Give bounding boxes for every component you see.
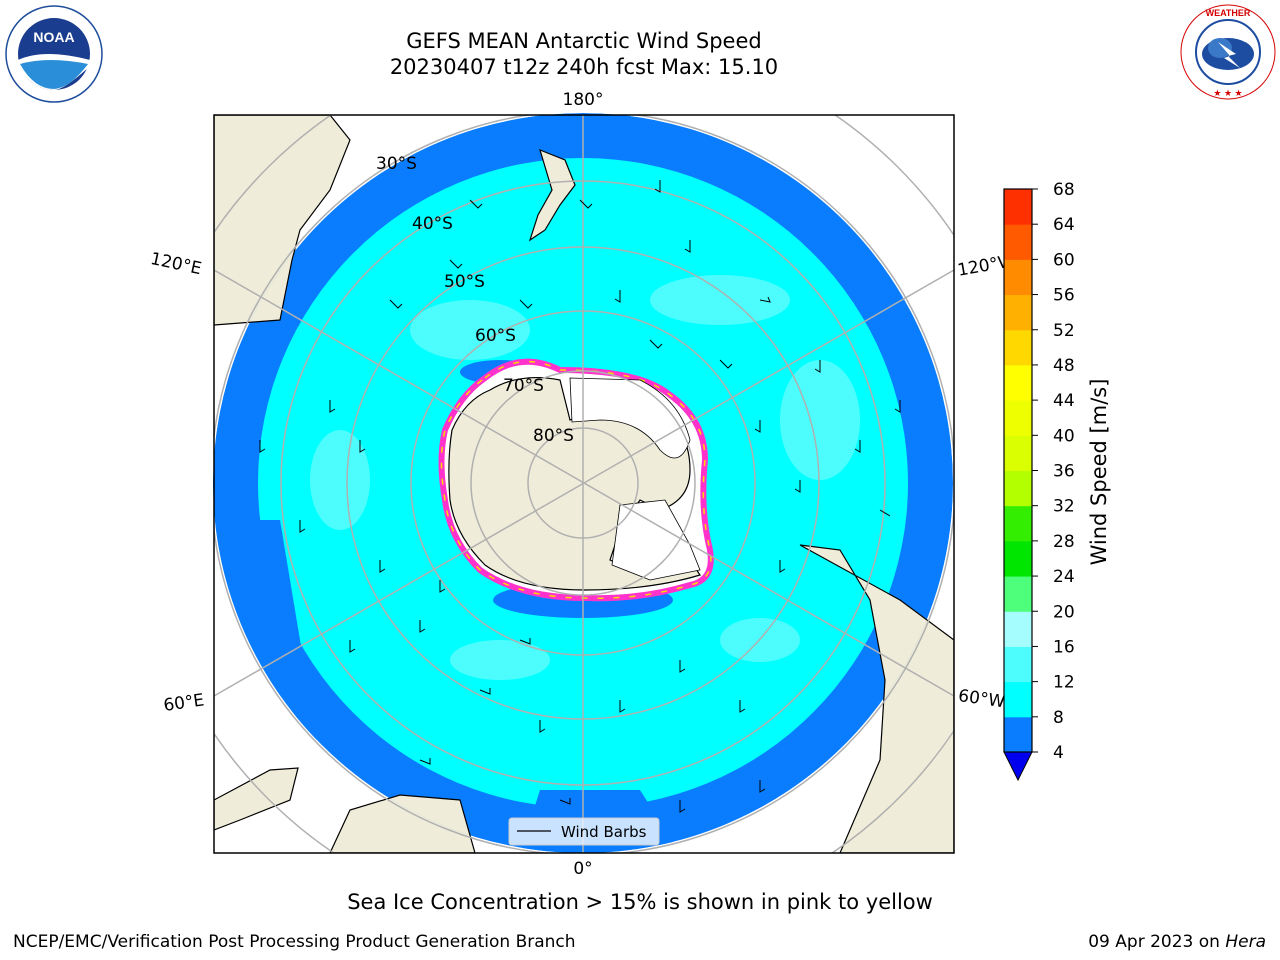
lat-label-60s: 60°S <box>475 326 516 346</box>
lon-label-60e: 60°E <box>162 690 205 715</box>
colorbar-tick-label: 28 <box>1053 532 1075 552</box>
lon-label-120e: 120°E <box>149 249 204 279</box>
colorbar-segment <box>1004 435 1032 471</box>
colorbar-segment <box>1004 294 1032 331</box>
lon-label-0: 0° <box>573 859 592 879</box>
nws-logo: WEATHER ★ ★ ★ <box>1180 4 1276 100</box>
colorbar-tick-label: 40 <box>1053 426 1075 446</box>
colorbar-segment <box>1004 364 1032 401</box>
madagascar-land <box>214 767 299 831</box>
wind-barbs <box>259 180 901 813</box>
australia-land <box>214 115 351 326</box>
colorbar: Wind Speed [m/s] 48121620242832364044485… <box>1003 180 1111 782</box>
colorbar-segment <box>1004 646 1032 683</box>
colorbar-tick-label: 44 <box>1053 391 1075 411</box>
colorbar-segment <box>1004 470 1032 507</box>
colorbar-tick-label: 32 <box>1053 497 1075 517</box>
colorbar-tick-label: 48 <box>1053 356 1075 376</box>
lat-label-40s: 40°S <box>412 214 453 234</box>
chart-subtitle: 20230407 t12z 240h fcst Max: 15.10 <box>389 55 779 79</box>
map-frame <box>213 114 955 854</box>
lon-label-180: 180° <box>563 90 604 110</box>
colorbar-segment <box>1004 540 1032 577</box>
svg-text:★ ★ ★: ★ ★ ★ <box>1213 88 1242 98</box>
credit-date-text: 09 Apr 2023 on <box>1088 932 1226 952</box>
colorbar-segment <box>1004 576 1032 612</box>
colorbar-tick-label: 56 <box>1053 286 1075 306</box>
colorbar-segment <box>1004 716 1032 753</box>
credit-date: 09 Apr 2023 on Hera <box>1088 932 1266 952</box>
colorbar-segment <box>1004 505 1032 542</box>
colorbar-under-triangle <box>1003 751 1033 782</box>
wind-barb-legend: Wind Barbs <box>508 817 660 846</box>
colorbar-tick-label: 24 <box>1053 567 1075 587</box>
lat-label-70s: 70°S <box>503 376 544 396</box>
colorbar-label: Wind Speed [m/s] <box>1087 379 1111 566</box>
colorbar-tick-label: 12 <box>1053 673 1075 693</box>
new-zealand-land <box>528 148 576 242</box>
colorbar-segment <box>1004 259 1032 296</box>
colorbar-segment <box>1004 329 1032 366</box>
colorbar-tick-label: 20 <box>1053 602 1075 622</box>
lat-label-80s: 80°S <box>533 426 574 446</box>
colorbar-tick-label: 64 <box>1053 215 1075 235</box>
sea-ice-caption: Sea Ice Concentration > 15% is shown in … <box>347 890 933 914</box>
meridian-120e-60w <box>214 269 954 697</box>
colorbar-segment <box>1004 189 1032 225</box>
colorbar-tick-label: 4 <box>1053 743 1064 763</box>
colorbar-tick-label: 36 <box>1053 462 1075 482</box>
colorbar-tick-label: 8 <box>1053 708 1064 728</box>
credit-host: Hera <box>1225 932 1266 952</box>
svg-text:WEATHER: WEATHER <box>1206 8 1251 18</box>
svg-text:NOAA: NOAA <box>33 29 74 45</box>
noaa-logo: NOAA <box>5 5 103 103</box>
colorbar-tick-label: 68 <box>1053 180 1075 200</box>
colorbar-segment <box>1004 611 1032 647</box>
ross-ice-shelf <box>569 377 691 459</box>
lat-label-30s: 30°S <box>376 154 417 174</box>
colorbar-tick-label: 16 <box>1053 637 1075 657</box>
colorbar-tick-label: 60 <box>1053 250 1075 270</box>
colorbar-tick-label: 52 <box>1053 321 1075 341</box>
colorbar-segment <box>1004 224 1032 260</box>
weddell-ice <box>611 499 701 581</box>
legend-label: Wind Barbs <box>561 823 647 841</box>
chart-title: GEFS MEAN Antarctic Wind Speed <box>406 29 762 53</box>
credit-branch: NCEP/EMC/Verification Post Processing Pr… <box>13 932 576 952</box>
lon-label-60w: 60°W <box>957 686 1006 712</box>
colorbar-segment <box>1004 681 1032 718</box>
colorbar-segment <box>1004 400 1032 436</box>
lat-label-50s: 50°S <box>444 272 485 292</box>
